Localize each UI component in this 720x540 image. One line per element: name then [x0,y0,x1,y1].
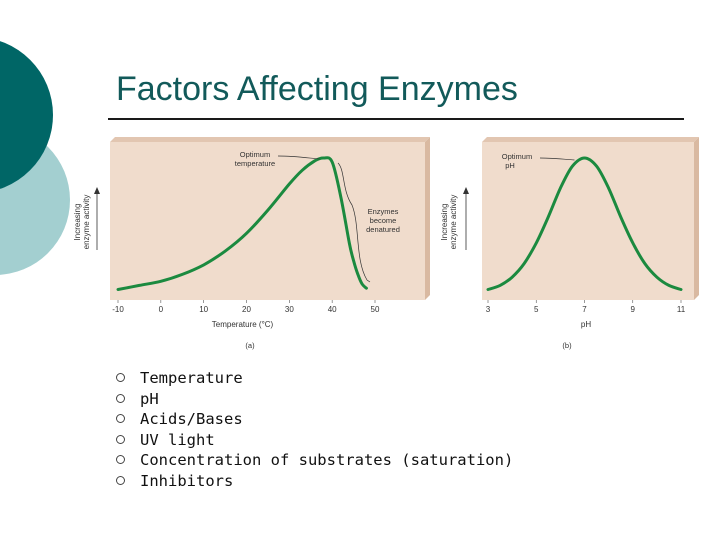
y-axis-arrow-head-icon [463,187,469,194]
x-tick-label: 3 [486,305,491,314]
panel-label: (a) [245,341,255,350]
chart-panel-background [110,142,425,300]
panel-side-edge [694,137,699,300]
x-tick-label: 5 [534,305,539,314]
y-axis-label-line: Increasing [73,204,82,241]
annotation-optimum-temperature: Optimum temperature [235,150,275,168]
enzyme-activity-figure: Increasingenzyme activity-10 0 10 20 30 40 50T… [73,137,699,350]
x-tick-label: 9 [631,305,636,314]
y-axis-label: Increasingenzyme activity [440,195,458,250]
circle-bullet-icon [116,475,125,485]
ph-chart: Increasingenzyme activity 3 5 7 9 11 pH (b) Opti… [440,137,699,350]
x-tick-label: 30 [285,305,294,314]
list-item: UV light [116,430,513,451]
panel-top-edge [110,137,430,142]
list-item: Acids/Bases [116,409,513,430]
list-item: Inhibitors [116,471,513,492]
slide-decoration [0,41,70,275]
title-underline [108,118,684,120]
slide-title: Factors Affecting Enzymes [116,70,518,108]
x-tick-label: 40 [328,305,337,314]
x-axis-label: Temperature (°C) [212,320,274,329]
x-tick-label: 7 [582,305,587,314]
circle-bullet-icon [116,373,125,382]
annotation-line: become [370,216,397,225]
list-item: Concentration of substrates (saturation) [116,450,513,471]
panel-label: (b) [562,341,572,350]
annotation-leader-line [337,162,371,283]
list-item: pH [116,389,513,410]
x-tick-label: 0 [159,305,164,314]
list-item-text: Acids/Bases [140,410,243,428]
x-tick-label: 11 [677,305,686,314]
temperature-chart: Increasingenzyme activity -10 0 10 20 30 40 50 T… [73,137,430,350]
list-item-text: Concentration of substrates (saturation) [140,451,514,469]
factor-list: Temperature pH Acids/Bases UV light Concentr… [116,368,513,491]
list-item-text: UV light [140,430,215,449]
x-tick-label: -10 [112,305,124,314]
list-item-text: pH [140,389,159,408]
list-item-text: Inhibitors [140,471,234,490]
x-axis-label: pH [581,320,591,329]
annotation-line: Enzymes [368,207,399,216]
list-item-text: Temperature [140,369,243,387]
annotation-optimum-ph: Optimum pH [502,152,532,170]
annotation-line: denatured [366,225,400,234]
circle-bullet-icon [116,414,125,423]
annotation-line: pH [505,161,515,170]
y-axis-label-line: Increasing [440,204,449,241]
circle-bullet-icon [116,455,125,464]
activity-curve [486,156,683,291]
annotation-line: temperature [235,159,275,168]
circle-bullet-icon [116,434,125,444]
x-tick-label: 20 [242,305,251,314]
x-tick-label: 50 [371,305,380,314]
y-axis-label: Increasingenzyme activity [73,195,91,250]
panel-side-edge [425,137,430,300]
list-item: Temperature [116,368,513,389]
circle-bullet-icon [116,393,125,403]
x-tick-label: 10 [199,305,208,314]
y-axis-label-line: enzyme activity [82,195,91,250]
annotation-line: Optimum [502,152,532,161]
annotation-leader-line [277,155,320,160]
y-axis-arrow-head-icon [94,187,100,194]
annotation-leader-line [539,157,575,161]
panel-top-edge [482,137,699,142]
annotation-denatured: Enzymes become denatured [366,207,400,234]
y-axis-label-line: enzyme activity [449,195,458,250]
activity-curve [116,156,368,291]
decoration-circle-dark [0,41,53,189]
annotation-line: Optimum [240,150,270,159]
